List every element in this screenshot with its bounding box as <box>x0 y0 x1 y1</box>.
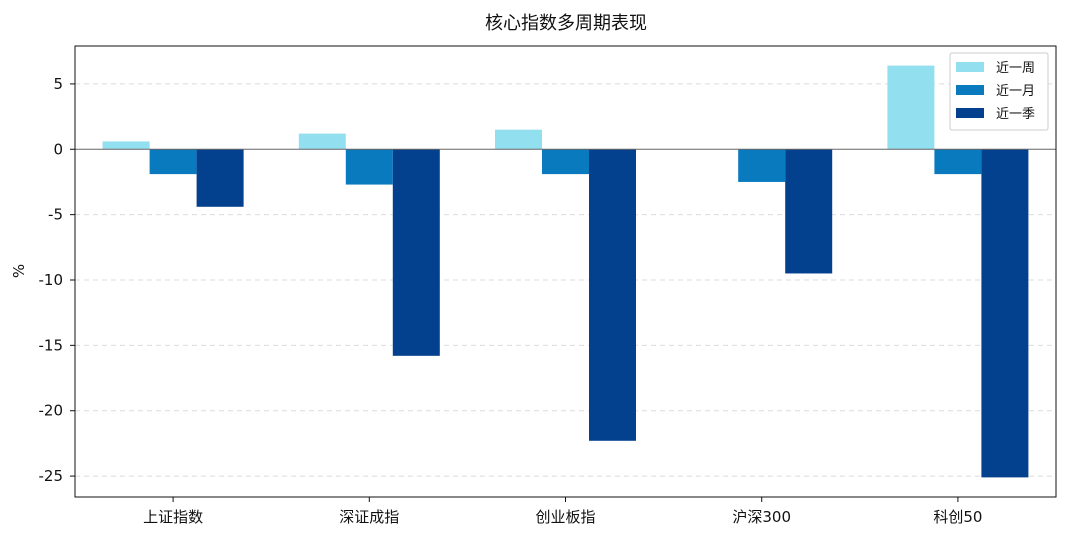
y-tick-label: -25 <box>39 467 64 485</box>
bar <box>785 149 833 274</box>
bar <box>495 129 542 150</box>
bar <box>934 149 982 175</box>
chart-title: 核心指数多周期表现 <box>485 13 647 34</box>
legend-swatch <box>956 62 984 72</box>
y-tick-label: -20 <box>39 402 64 420</box>
legend-swatch <box>956 85 984 95</box>
x-tick-label: 沪深300 <box>732 508 791 526</box>
y-tick-label: -5 <box>48 206 63 224</box>
axes-group <box>70 45 1057 502</box>
bar <box>102 141 150 150</box>
bar <box>738 149 786 182</box>
y-axis-label: % <box>10 264 28 278</box>
legend-swatch <box>956 108 984 118</box>
bar <box>542 149 589 175</box>
x-tick-label: 深证成指 <box>339 508 399 526</box>
legend-label: 近一周 <box>996 61 1035 76</box>
y-tick-label: 5 <box>53 75 63 93</box>
bar <box>589 149 636 441</box>
legend-label: 近一月 <box>996 84 1035 99</box>
tick-labels: 5 0 -5 -10 -15 -20 -25 上证指数 深证成指 创业板指 沪深300 科创50 <box>39 75 983 526</box>
y-tick-label: -10 <box>39 271 64 289</box>
bar <box>298 133 346 150</box>
x-tick-label: 上证指数 <box>143 508 203 526</box>
bars-group <box>102 65 1029 478</box>
bar <box>149 149 197 175</box>
bar <box>345 149 393 185</box>
y-tick-label: 0 <box>53 140 63 158</box>
bar <box>887 65 935 150</box>
x-tick-label: 科创50 <box>933 508 982 526</box>
bar <box>392 149 440 356</box>
bar <box>196 149 244 207</box>
legend-label: 近一季 <box>996 107 1035 122</box>
y-tick-label: -15 <box>39 336 64 354</box>
grid-lines <box>75 83 1056 477</box>
bar <box>981 149 1029 478</box>
x-tick-label: 创业板指 <box>535 508 595 526</box>
